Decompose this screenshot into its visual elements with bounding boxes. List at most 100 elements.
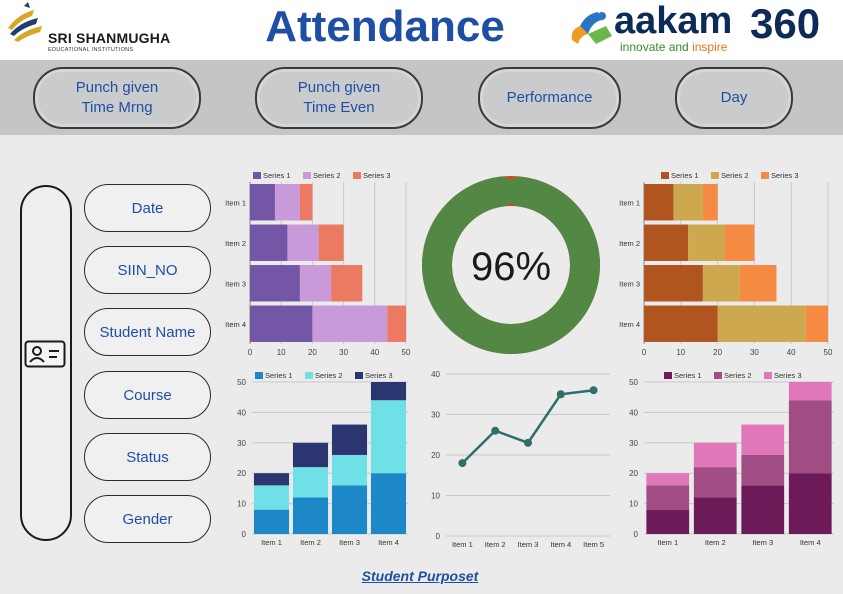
y-tick-label: 20 xyxy=(237,469,246,478)
legend-swatch xyxy=(253,172,261,179)
x-tick-label: 30 xyxy=(339,348,348,356)
category-label: Item 4 xyxy=(225,320,246,329)
bar-segment xyxy=(717,305,806,342)
legend-label: Series 3 xyxy=(365,371,393,380)
bar-segment xyxy=(318,224,344,261)
bar-segment xyxy=(287,224,319,261)
id-card-icon[interactable] xyxy=(24,340,66,368)
brand-tagline: innovate and inspire xyxy=(620,40,727,54)
legend-label: Series 3 xyxy=(774,371,802,380)
legend-label: Series 1 xyxy=(671,171,699,180)
filter-student-name-button[interactable]: Student Name xyxy=(84,308,211,356)
student-purpose-link[interactable]: Student Purposet xyxy=(361,568,479,584)
y-tick-label: 30 xyxy=(237,439,246,448)
bar-segment xyxy=(644,184,674,221)
category-label: Item 1 xyxy=(261,538,282,547)
legend-label: Series 2 xyxy=(724,371,752,380)
tagline-inspire: inspire xyxy=(692,40,728,54)
stacked-hbar-chart-right: 0 10 20 30 40 50 Item 1 Item 2 Item 3 Item 4 Serie… xyxy=(619,171,833,356)
legend-swatch xyxy=(255,372,263,379)
bar-segment xyxy=(370,473,407,534)
punch-evening-button[interactable]: Punch given Time Even xyxy=(255,67,423,129)
bar-segment xyxy=(292,497,329,534)
legend-swatch xyxy=(664,372,672,379)
donut-slice-attendance xyxy=(422,176,600,354)
y-tick-label: 0 xyxy=(634,530,639,539)
bar-segment xyxy=(250,305,313,342)
y-tick-label: 10 xyxy=(629,500,638,509)
bar-segment xyxy=(299,265,332,302)
filter-date-button[interactable]: Date xyxy=(84,184,211,232)
y-tick-label: 0 xyxy=(242,530,247,539)
bar-segment xyxy=(693,442,737,468)
legend-swatch xyxy=(661,172,669,179)
filter-gender-button[interactable]: Gender xyxy=(84,495,211,543)
category-label: Item 3 xyxy=(225,279,246,288)
y-tick-label: 20 xyxy=(629,469,638,478)
donut-center-label: 96% xyxy=(471,245,551,289)
filter-status-button[interactable]: Status xyxy=(84,433,211,481)
category-label: Item 1 xyxy=(452,540,473,549)
legend-label: Series 1 xyxy=(265,371,293,380)
stacked-hbar-chart-left: 0 10 20 30 40 50 Item 1 Item 2 Item 3 Item 4 Serie… xyxy=(225,171,411,356)
bar-segment xyxy=(274,184,300,221)
data-point xyxy=(556,390,565,399)
bar-segment xyxy=(312,305,388,342)
tagline-and: and xyxy=(665,40,693,54)
bar-segment xyxy=(724,224,755,261)
data-point xyxy=(491,426,500,435)
bar-segment xyxy=(370,382,407,401)
attendance-donut-chart: 96% xyxy=(422,176,600,354)
y-tick-label: 10 xyxy=(431,492,440,501)
category-label: Item 3 xyxy=(339,538,360,547)
legend-swatch xyxy=(714,372,722,379)
bar-segment xyxy=(253,473,290,486)
bar-segment xyxy=(331,424,368,455)
y-tick-label: 20 xyxy=(431,451,440,460)
bar-segment xyxy=(673,184,703,221)
bar-segment xyxy=(331,265,363,302)
category-label: Item 4 xyxy=(800,538,821,547)
bar-segment xyxy=(693,497,737,534)
filter-course-button[interactable]: Course xyxy=(84,371,211,419)
bar-segment xyxy=(644,224,689,261)
bar-segment xyxy=(292,467,329,498)
category-label: Item 2 xyxy=(705,538,726,547)
category-label: Item 3 xyxy=(752,538,773,547)
category-label: Item 2 xyxy=(619,239,640,248)
x-tick-label: 0 xyxy=(248,348,253,356)
bar-segment xyxy=(693,467,737,498)
performance-button[interactable]: Performance xyxy=(478,67,621,129)
header: SRI SHANMUGHA EDUCATIONAL INSTITUTIONS A… xyxy=(0,0,843,60)
bar-segment xyxy=(805,305,828,342)
category-label: Item 2 xyxy=(485,540,506,549)
bar-segment xyxy=(646,509,690,534)
legend-label: Series 2 xyxy=(721,171,749,180)
brand-number: 360 xyxy=(750,0,821,47)
legend-swatch xyxy=(303,172,311,179)
brand-name: aakam xyxy=(614,0,733,42)
bar-segment xyxy=(644,305,718,342)
bar-segment xyxy=(331,485,368,534)
legend-swatch xyxy=(764,372,772,379)
tagline-innovate: innovate xyxy=(620,40,666,54)
punch-morning-button[interactable]: Punch given Time Mrng xyxy=(33,67,201,129)
bar-segment xyxy=(292,442,329,468)
category-label: Item 1 xyxy=(225,198,246,207)
x-tick-label: 50 xyxy=(402,348,411,356)
y-tick-label: 0 xyxy=(436,532,441,541)
category-label: Item 4 xyxy=(619,320,640,329)
category-label: Item 3 xyxy=(619,279,640,288)
category-label: Item 4 xyxy=(550,540,571,549)
institution-logo: SRI SHANMUGHA EDUCATIONAL INSTITUTIONS xyxy=(4,0,194,58)
category-label: Item 3 xyxy=(518,540,539,549)
institution-name: SRI SHANMUGHA xyxy=(48,30,171,46)
y-tick-label: 10 xyxy=(237,500,246,509)
bar-segment xyxy=(646,473,690,486)
category-label: Item 2 xyxy=(300,538,321,547)
x-tick-label: 30 xyxy=(750,348,759,356)
filter-siin-no-button[interactable]: SIIN_NO xyxy=(84,246,211,294)
legend-swatch xyxy=(353,172,361,179)
legend-label: Series 1 xyxy=(674,371,702,380)
day-button[interactable]: Day xyxy=(675,67,793,129)
